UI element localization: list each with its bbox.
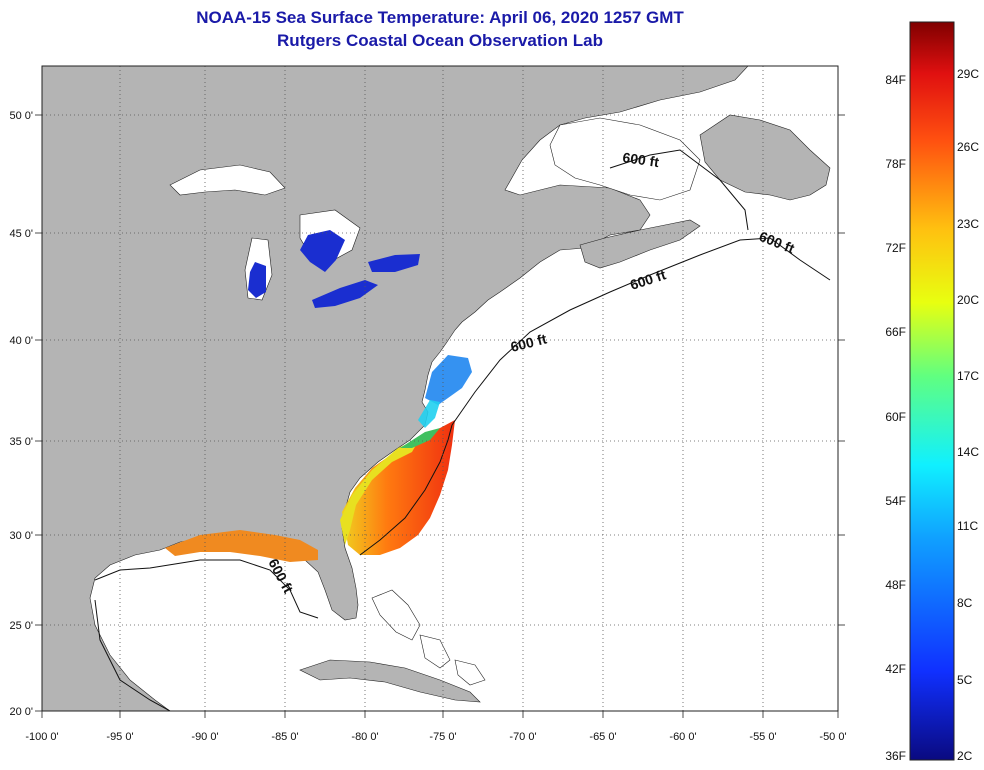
cbar-c-label: 2C bbox=[957, 749, 973, 763]
sst-chesapeake-cold bbox=[425, 355, 472, 405]
lat-label: 30 0' bbox=[9, 530, 33, 542]
lon-label: -90 0' bbox=[191, 731, 218, 743]
lon-label: -50 0' bbox=[819, 731, 846, 743]
cbar-c-label: 29C bbox=[957, 67, 979, 81]
cbar-c-label: 11C bbox=[957, 519, 978, 533]
lat-label: 25 0' bbox=[9, 620, 33, 632]
lat-label: 35 0' bbox=[9, 436, 33, 448]
latitude-labels: 50 0' 45 0' 40 0' 35 0' 30 0' 25 0' 20 0… bbox=[9, 110, 33, 718]
lake-sst-erie bbox=[312, 280, 378, 308]
depth-contours bbox=[94, 149, 831, 711]
cbar-f-label: 78F bbox=[885, 157, 906, 171]
lake-sst-michigan bbox=[248, 262, 266, 298]
cbar-c-label: 26C bbox=[957, 140, 979, 154]
border-ticks bbox=[35, 114, 845, 718]
cbar-c-label: 14C bbox=[957, 445, 979, 459]
lake-superior bbox=[169, 164, 286, 196]
lat-label: 20 0' bbox=[9, 706, 33, 718]
lat-label: 50 0' bbox=[9, 110, 33, 122]
colorbar-fahrenheit-labels: 84F 78F 72F 66F 60F 54F 48F 42F 36F bbox=[885, 73, 906, 763]
lon-label: -65 0' bbox=[589, 731, 616, 743]
gulf-st-lawrence bbox=[549, 117, 701, 201]
cbar-f-label: 60F bbox=[885, 410, 906, 424]
lon-label: -55 0' bbox=[749, 731, 776, 743]
land-cuba bbox=[299, 659, 481, 703]
lon-label: -95 0' bbox=[106, 731, 133, 743]
lon-label: -100 0' bbox=[25, 731, 58, 743]
sst-cape-green bbox=[400, 428, 440, 448]
lake-sst-huron bbox=[300, 230, 345, 272]
lon-label: -60 0' bbox=[669, 731, 696, 743]
lon-label: -85 0' bbox=[271, 731, 298, 743]
sst-coastal-yellow bbox=[340, 438, 420, 545]
sst-delaware-cyan bbox=[418, 400, 440, 428]
contour-label: 600 ft bbox=[622, 149, 661, 170]
cbar-f-label: 54F bbox=[885, 494, 906, 508]
colorbar bbox=[909, 21, 955, 761]
colorbar-celsius-labels: 29C 26C 23C 20C 17C 14C 11C 8C 5C 2C bbox=[957, 67, 979, 763]
cbar-f-label: 84F bbox=[885, 73, 906, 87]
map-subtitle: Rutgers Coastal Ocean Observation Lab bbox=[277, 31, 603, 50]
cbar-c-label: 17C bbox=[957, 369, 979, 383]
bahamas-banks bbox=[371, 589, 486, 686]
cbar-c-label: 8C bbox=[957, 596, 973, 610]
lon-label: -75 0' bbox=[429, 731, 456, 743]
lat-label: 45 0' bbox=[9, 228, 33, 240]
sst-gulf-stream bbox=[342, 420, 455, 555]
cbar-c-label: 23C bbox=[957, 217, 979, 231]
cbar-f-label: 72F bbox=[885, 241, 906, 255]
cbar-c-label: 5C bbox=[957, 673, 973, 687]
map-title: NOAA-15 Sea Surface Temperature: April 0… bbox=[196, 8, 684, 27]
lake-sst-ontario bbox=[368, 254, 420, 272]
lon-label: -70 0' bbox=[509, 731, 536, 743]
graticule bbox=[42, 66, 838, 711]
lon-label: -80 0' bbox=[351, 731, 378, 743]
sst-gulf-mexico bbox=[165, 530, 318, 562]
cbar-f-label: 42F bbox=[885, 662, 906, 676]
longitude-labels: -100 0' -95 0' -90 0' -85 0' -80 0' -75 … bbox=[25, 731, 846, 743]
lat-label: 40 0' bbox=[9, 335, 33, 347]
cbar-f-label: 48F bbox=[885, 578, 906, 592]
land-newfoundland bbox=[699, 114, 831, 201]
cbar-c-label: 20C bbox=[957, 293, 979, 307]
cbar-f-label: 36F bbox=[885, 749, 906, 763]
map-border bbox=[41, 65, 839, 712]
cbar-f-label: 66F bbox=[885, 325, 906, 339]
